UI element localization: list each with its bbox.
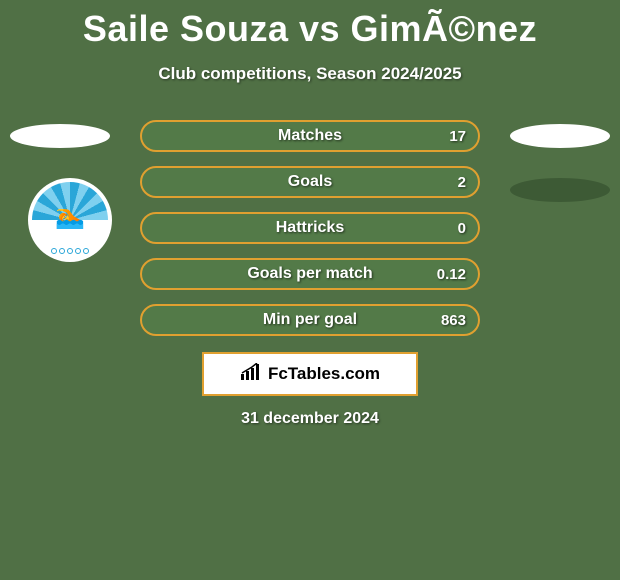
ring-icon (67, 248, 73, 254)
stat-row: Matches17 (140, 120, 480, 152)
footer-date: 31 december 2024 (241, 410, 379, 428)
stat-label: Hattricks (142, 214, 478, 242)
stat-row: Hattricks0 (140, 212, 480, 244)
placeholder-ellipse-right (510, 178, 610, 202)
stat-value-right: 863 (441, 306, 466, 334)
stat-label: Matches (142, 122, 478, 150)
stat-value-right: 0.12 (437, 260, 466, 288)
placeholder-ellipse-left (10, 124, 110, 148)
stat-value-right: 2 (458, 168, 466, 196)
badge-rings (32, 248, 108, 254)
stat-value-right: 17 (449, 122, 466, 150)
stat-row: Min per goal863 (140, 304, 480, 336)
comparison-infographic: Saile Souza vs GimÃ©nez Club competition… (0, 0, 620, 580)
stat-label: Min per goal (142, 306, 478, 334)
stat-value-right: 0 (458, 214, 466, 242)
bar-chart-icon (240, 363, 262, 386)
stat-rows: Matches17 Goals2 Hattricks0 Goals per match… (140, 120, 480, 350)
stat-label: Goals (142, 168, 478, 196)
ring-icon (59, 248, 65, 254)
stat-row: Goals per match0.12 (140, 258, 480, 290)
stat-label: Goals per match (142, 260, 478, 288)
page-subtitle: Club competitions, Season 2024/2025 (0, 64, 620, 84)
stat-row: Goals2 (140, 166, 480, 198)
brand-label: FcTables.com (268, 364, 380, 384)
brand-box: FcTables.com (202, 352, 418, 396)
club-badge-inner: 🏊 (32, 182, 108, 258)
page-title: Saile Souza vs GimÃ©nez (0, 0, 620, 50)
placeholder-ellipse-right (510, 124, 610, 148)
content-area: 🏊 Matches17 Goals2 Hattricks0 Goals per mat… (0, 120, 620, 580)
swimmer-icon: 🏊 (55, 202, 85, 231)
ring-icon (83, 248, 89, 254)
ring-icon (51, 248, 57, 254)
club-badge-left: 🏊 (28, 178, 112, 262)
ring-icon (75, 248, 81, 254)
